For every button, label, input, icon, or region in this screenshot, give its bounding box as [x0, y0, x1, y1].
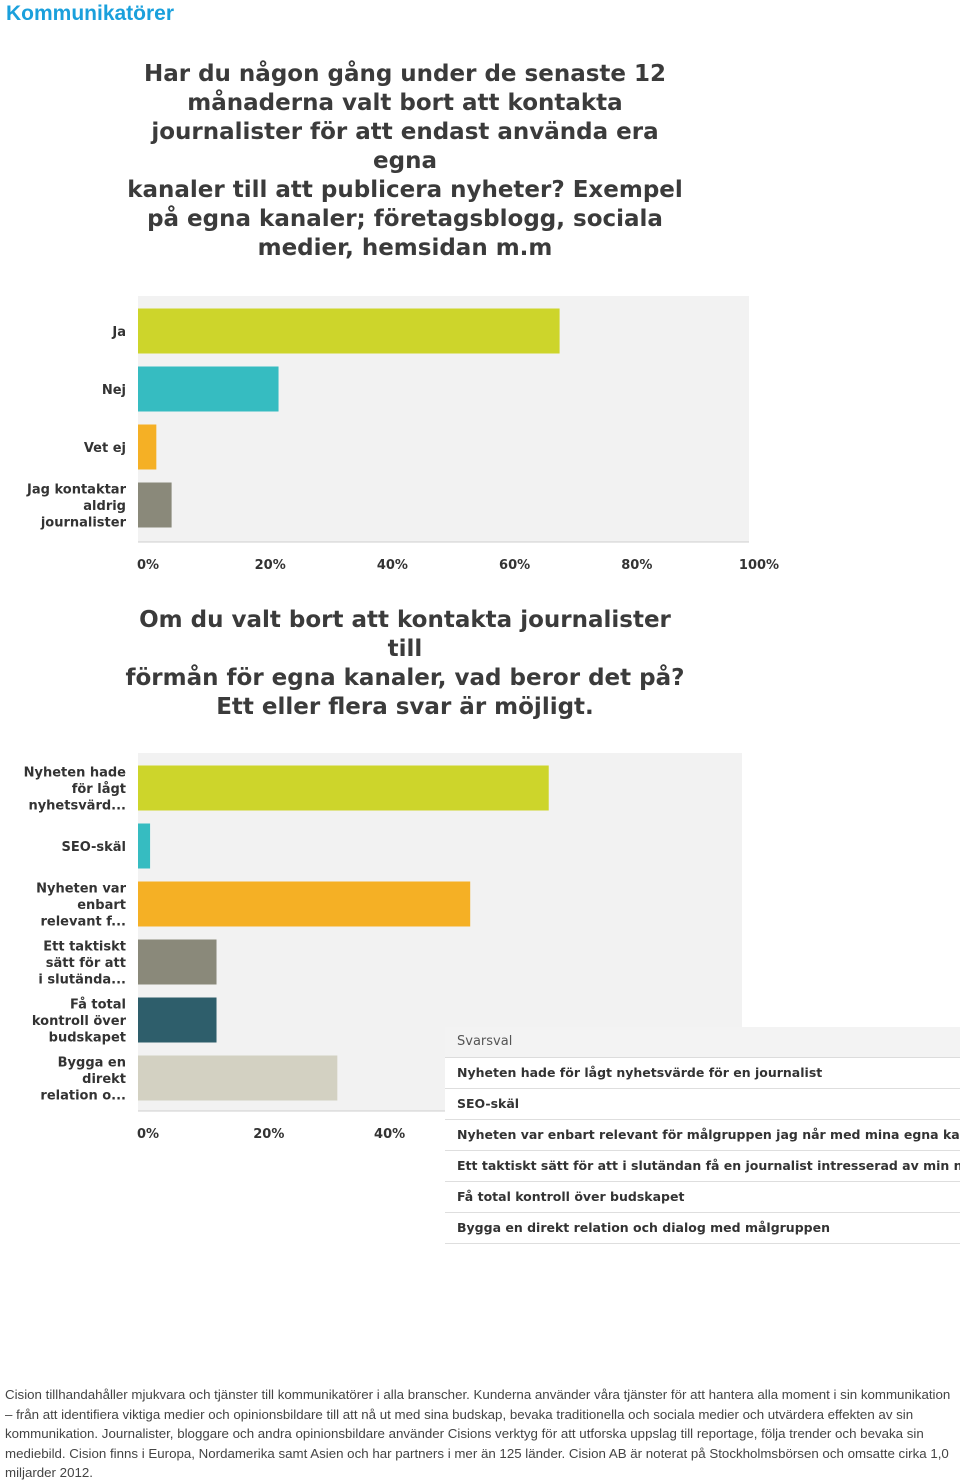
- footer-text: Cision tillhandahåller mjukvara och tjän…: [5, 1387, 951, 1481]
- legend-item: Bygga en direkt relation och dialog med …: [445, 1213, 960, 1244]
- chart1-title-line: medier, hemsidan m.m: [257, 235, 553, 261]
- chart2-bar: [138, 881, 471, 927]
- chart2-category-label: SEO-skäl: [61, 840, 126, 855]
- chart2-category-label: budskapet: [49, 1031, 126, 1046]
- chart1-tick-label: 100%: [739, 558, 779, 573]
- chart1-title: Har du någon gång under de senaste 12 mån…: [125, 60, 685, 263]
- chart2-bar: [138, 1055, 338, 1101]
- chart2-category-label: Bygga en: [58, 1056, 126, 1071]
- chart1-bar: [138, 424, 157, 470]
- chart2-category-label: för lågt: [72, 782, 126, 797]
- legend-item: Få total kontroll över budskapet: [445, 1182, 960, 1213]
- chart1-tick-label: 20%: [255, 558, 286, 573]
- chart2-category-label: relevant f...: [40, 915, 126, 930]
- chart1-category-label: aldrig: [83, 499, 126, 514]
- chart1-title-line: Har du någon gång under de senaste 12: [143, 61, 667, 87]
- page-title: Kommunikatörer: [6, 2, 175, 25]
- chart2-category-label: enbart: [77, 898, 126, 913]
- chart1-title-line: journalister för att endast använda era …: [151, 119, 659, 174]
- chart2-category-label: Nyheten hade: [24, 766, 127, 781]
- chart1-category-label: Jag kontaktar: [26, 483, 127, 498]
- chart2-title-line: Om du valt bort att kontakta journaliste…: [139, 607, 671, 662]
- legend-item: Ett taktiskt sätt för att i slutändan få…: [445, 1151, 960, 1182]
- chart2-bar: [138, 823, 151, 869]
- chart2-category-label: i slutända...: [38, 973, 126, 988]
- chart1-category-label: Vet ej: [84, 441, 126, 456]
- chart1-tick-label: 80%: [621, 558, 652, 573]
- chart2-category-label: sätt för att: [46, 956, 126, 971]
- chart1-tick-label: 40%: [377, 558, 408, 573]
- chart2-tick-label: 40%: [374, 1127, 405, 1142]
- chart1-title-line: på egna kanaler; företagsblogg, sociala: [147, 206, 663, 232]
- chart2-bar: [138, 939, 217, 985]
- chart2-category-label: kontroll över: [32, 1014, 127, 1029]
- legend-item: SEO-skäl: [445, 1089, 960, 1120]
- chart1-title-line: kanaler till att publicera nyheter? Exem…: [127, 177, 683, 203]
- chart1-category-label: Ja: [111, 325, 126, 340]
- chart1-bar: [138, 482, 172, 528]
- chart1-bar: [138, 366, 279, 412]
- chart2-category-label: Få total: [70, 998, 126, 1013]
- chart2-category-label: Ett taktiskt: [43, 940, 126, 955]
- chart2-bar: [138, 765, 549, 811]
- chart1-category-label: Nej: [102, 383, 126, 398]
- chart1-tick-label: 0%: [137, 558, 159, 573]
- chart1-category-label: journalister: [40, 516, 127, 531]
- chart2-bar: [138, 997, 217, 1043]
- chart2-title-line: förmån för egna kanaler, vad beror det p…: [125, 665, 685, 691]
- chart2-title: Om du valt bort att kontakta journaliste…: [125, 606, 685, 722]
- chart1-bar: [138, 308, 560, 354]
- legend-item: Nyheten hade för lågt nyhetsvärde för en…: [445, 1058, 960, 1089]
- chart2-category-label: direkt: [82, 1072, 126, 1087]
- chart2-category-label: relation o...: [40, 1089, 126, 1104]
- chart2-legend: Svarsval Nyheten hade för lågt nyhetsvär…: [445, 1027, 960, 1244]
- chart1-tick-label: 60%: [499, 558, 530, 573]
- chart2-tick-label: 0%: [137, 1127, 159, 1142]
- chart2-tick-label: 20%: [253, 1127, 284, 1142]
- chart1-title-line: månaderna valt bort att kontakta: [187, 90, 623, 116]
- legend-header: Svarsval: [445, 1027, 960, 1058]
- chart2-title-line: Ett eller flera svar är möjligt.: [216, 694, 594, 720]
- chart2-category-label: nyhetsvärd...: [28, 799, 126, 814]
- legend-item: Nyheten var enbart relevant för målgrupp…: [445, 1120, 960, 1151]
- chart2-category-label: Nyheten var: [36, 882, 126, 897]
